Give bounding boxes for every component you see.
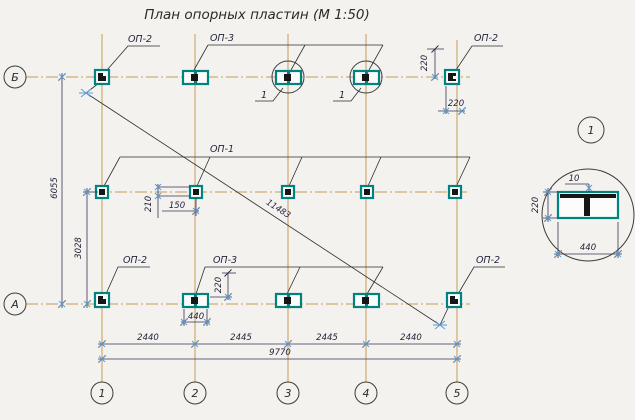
detail-bubble-label: 1: [588, 124, 595, 137]
leaders: ОП-2 ОП-3 ОП-2 ОП-1 ОП-2 ОП-3 ОП-2: [103, 33, 505, 295]
mark-op2-top-right: ОП-2: [474, 33, 498, 44]
plate-op3-a2: [181, 292, 210, 309]
dim-span-1-2: 2440: [137, 333, 159, 343]
plate-op2-b1: [93, 68, 111, 86]
dim-detail-height: 220: [531, 197, 541, 213]
axis-col-5: 5: [454, 387, 461, 400]
dim-bl-width: 440: [188, 312, 204, 322]
mark-op2-bottom-left: ОП-2: [123, 255, 147, 266]
axis-row-b: Б: [11, 71, 19, 84]
dim-detail-web: 10: [569, 174, 580, 184]
dim-top-right: 220 220: [420, 45, 466, 115]
dim-tr-vertical: 220: [420, 55, 430, 71]
axis-bubbles: Б А 1 2 3 4 5: [3, 65, 469, 405]
drawing-title: План опорных пластин (М 1:50): [144, 7, 370, 23]
detail-ring-3: 1: [255, 60, 305, 102]
dim-total-width: 9770: [269, 348, 291, 358]
dim-mid-width: 150: [169, 201, 185, 211]
mark-op2-bottom-right: ОП-2: [476, 255, 500, 266]
mark-op3-top: ОП-3: [210, 33, 234, 44]
dim-detail-width: 440: [580, 243, 596, 253]
dim-total-height: 6055: [50, 177, 60, 199]
dim-span-4-5: 2440: [400, 333, 422, 343]
mark-op3-bottom: ОП-3: [213, 255, 237, 266]
dim-span-2-3: 2445: [230, 333, 252, 343]
mark-op2-top-left: ОП-2: [128, 34, 152, 45]
callout-1-left: 1: [261, 90, 267, 101]
plate-op1-m4: [359, 184, 375, 200]
dim-span-3-4: 2445: [316, 333, 338, 343]
axis-col-4: 4: [363, 387, 370, 400]
dim-tr-horizontal: 220: [448, 99, 464, 109]
dim-bl-height: 220: [214, 277, 224, 293]
detail-view: 1 10 220 440: [531, 116, 635, 262]
plate-op1-m2: [188, 184, 204, 200]
plate-op2-b5: [443, 68, 461, 86]
plates: [93, 68, 463, 309]
callout-1-right: 1: [339, 90, 345, 101]
plate-op1-m5: [447, 184, 463, 200]
axis-col-2: 2: [192, 387, 199, 400]
plate-op2-a5: [445, 291, 463, 309]
plate-op3-a4: [352, 292, 381, 309]
dim-left-vertical: 6055 3028: [50, 73, 98, 308]
plate-op3-b3: [274, 69, 303, 86]
plate-op3-b4: [352, 69, 381, 86]
detail-ring-4: 1: [333, 60, 383, 102]
dim-lower-height: 3028: [74, 237, 84, 259]
diagonal-dimension: 11483: [78, 82, 450, 330]
axis-col-3: 3: [285, 387, 292, 400]
detail-web: [584, 194, 590, 216]
plate-op3-b2: [181, 69, 210, 86]
plate-op3-a3: [274, 292, 303, 309]
axis-row-a: А: [10, 298, 19, 311]
plate-op2-a1: [93, 291, 111, 309]
grid-axes: [26, 34, 470, 382]
dim-mid-height: 210: [144, 196, 154, 212]
dim-bottom-plate: 440 220: [180, 269, 236, 326]
axis-col-1: 1: [99, 387, 106, 400]
plate-op1-m3: [280, 184, 296, 200]
mark-op1: ОП-1: [210, 144, 234, 155]
dim-chain-bottom: 2440 2445 2445 2440 9770: [98, 333, 461, 363]
dim-middle-plate: 210 150: [144, 183, 200, 218]
